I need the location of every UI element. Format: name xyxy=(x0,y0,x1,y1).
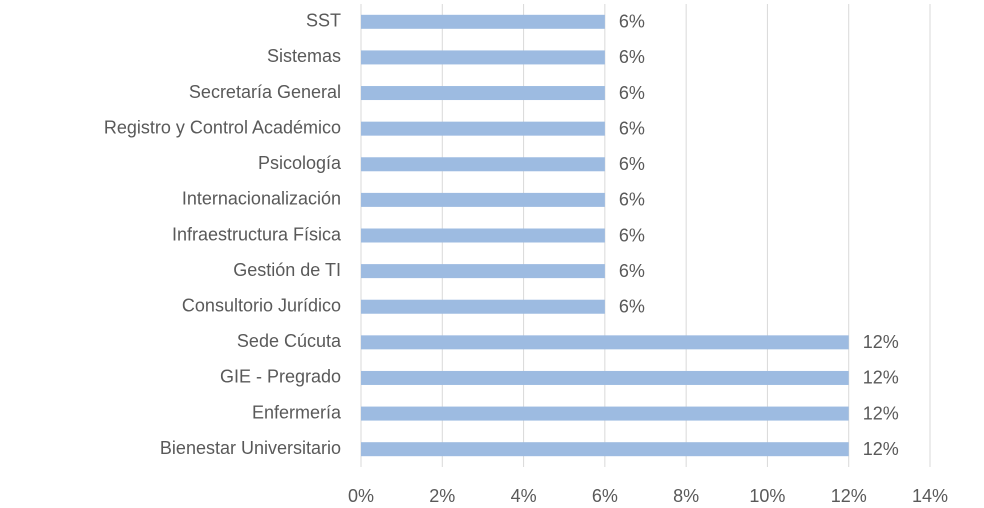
y-tick-label: Bienestar Universitario xyxy=(160,438,341,458)
value-label: 12% xyxy=(863,368,899,388)
value-label: 12% xyxy=(863,332,899,352)
y-tick-label: Psicología xyxy=(258,153,342,173)
bar xyxy=(361,157,605,172)
y-tick-label: Gestión de TI xyxy=(233,260,341,280)
x-tick-label: 6% xyxy=(592,486,618,506)
bar xyxy=(361,121,605,136)
bar xyxy=(361,86,605,101)
x-tick-label: 12% xyxy=(831,486,867,506)
x-tick-label: 8% xyxy=(673,486,699,506)
y-tick-label: Registro y Control Académico xyxy=(104,117,341,137)
value-label: 6% xyxy=(619,12,645,32)
value-label: 6% xyxy=(619,118,645,138)
x-tick-label: 2% xyxy=(429,486,455,506)
bar xyxy=(361,370,849,385)
x-tick-label: 4% xyxy=(511,486,537,506)
value-label: 6% xyxy=(619,261,645,281)
y-tick-label: Internacionalización xyxy=(182,189,341,209)
value-label: 12% xyxy=(863,403,899,423)
value-label: 6% xyxy=(619,47,645,67)
y-tick-label: SST xyxy=(306,11,341,31)
x-tick-label: 0% xyxy=(348,486,374,506)
bar xyxy=(361,335,849,350)
bar xyxy=(361,50,605,65)
y-tick-label: Consultorio Jurídico xyxy=(182,295,341,315)
value-label: 6% xyxy=(619,296,645,316)
x-tick-label: 14% xyxy=(912,486,948,506)
value-label: 6% xyxy=(619,225,645,245)
value-label: 6% xyxy=(619,83,645,103)
y-tick-label: Secretaría General xyxy=(189,82,341,102)
y-tick-label: GIE - Pregrado xyxy=(220,367,341,387)
y-tick-label: Sede Cúcuta xyxy=(237,331,342,351)
value-label: 6% xyxy=(619,190,645,210)
y-tick-label: Infraestructura Física xyxy=(172,224,342,244)
bar xyxy=(361,264,605,279)
y-tick-label: Sistemas xyxy=(267,46,341,66)
bar xyxy=(361,299,605,314)
bar xyxy=(361,228,605,243)
value-label: 6% xyxy=(619,154,645,174)
bar xyxy=(361,406,849,421)
x-tick-label: 10% xyxy=(749,486,785,506)
bar xyxy=(361,192,605,207)
bar xyxy=(361,442,849,457)
bar xyxy=(361,14,605,29)
y-tick-label: Enfermería xyxy=(252,402,342,422)
value-label: 12% xyxy=(863,439,899,459)
